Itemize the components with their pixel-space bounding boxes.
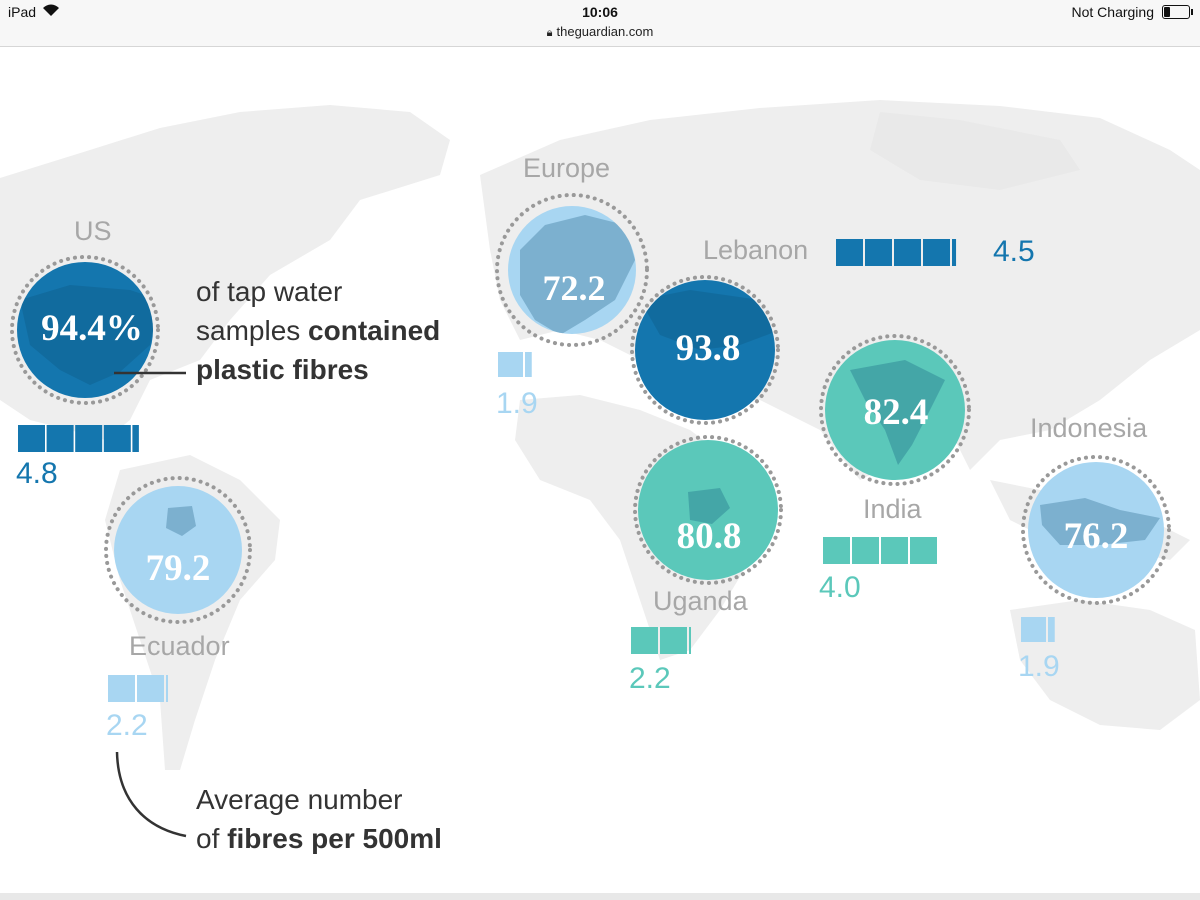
region-label-uganda: Uganda bbox=[653, 586, 749, 616]
fibre-square bbox=[108, 675, 135, 702]
region-labels: US Europe Lebanon India Uganda Ecuador I… bbox=[74, 153, 1148, 661]
percent-label-uganda: 80.8 bbox=[677, 516, 742, 557]
fibre-square bbox=[852, 537, 879, 564]
fibre-value-india: 4.0 bbox=[819, 571, 861, 604]
region-label-lebanon: Lebanon bbox=[703, 235, 808, 265]
fibre-value-us: 4.8 bbox=[16, 457, 58, 490]
region-label-indonesia: Indonesia bbox=[1030, 413, 1148, 443]
fibres-note-line-2: of fibres per 500ml bbox=[196, 823, 442, 854]
fibre-square bbox=[46, 425, 74, 452]
region-label-us: US bbox=[74, 216, 112, 246]
fibre-square bbox=[923, 239, 950, 266]
percent-note-line-3: plastic fibres bbox=[196, 354, 369, 385]
fibre-square bbox=[631, 627, 658, 654]
region-label-europe: Europe bbox=[523, 153, 610, 183]
fibre-square-partial bbox=[525, 352, 532, 377]
lock-icon: 🔒︎ bbox=[546, 27, 553, 39]
fibre-squares bbox=[18, 239, 1055, 702]
fibre-square bbox=[1021, 617, 1046, 642]
fibre-square bbox=[823, 537, 850, 564]
bubble-uganda bbox=[638, 440, 778, 580]
percent-label-india: 82.4 bbox=[864, 392, 929, 433]
bubble-indonesia bbox=[1028, 462, 1164, 598]
region-label-ecuador: Ecuador bbox=[129, 631, 230, 661]
tap-water-plastic-graphic: 94.4% 72.2 93.8 82.4 80.8 79.2 76.2 US E… bbox=[0, 100, 1200, 854]
fibre-square bbox=[18, 425, 45, 452]
fibre-square bbox=[865, 239, 892, 266]
address-bar[interactable]: 🔒︎ theguardian.com bbox=[0, 24, 1200, 40]
percent-note-line-2: samples contained bbox=[196, 315, 440, 346]
percent-label-ecuador: 79.2 bbox=[146, 548, 211, 589]
fibre-square bbox=[498, 352, 523, 377]
fibre-square bbox=[660, 627, 687, 654]
percent-label-us: 94.4% bbox=[41, 308, 143, 349]
fibre-square bbox=[836, 239, 863, 266]
region-label-india: India bbox=[863, 494, 923, 524]
percent-label-lebanon: 93.8 bbox=[676, 328, 741, 369]
fibre-square-partial bbox=[689, 627, 691, 654]
fibre-square-partial bbox=[1048, 617, 1055, 642]
fibre-square bbox=[103, 425, 131, 452]
device-name: iPad bbox=[8, 4, 37, 20]
bubble-europe bbox=[508, 206, 636, 334]
fibre-value-europe: 1.9 bbox=[496, 387, 538, 420]
fibre-value-ecuador: 2.2 bbox=[106, 709, 148, 742]
percent-note-line-1: of tap water bbox=[196, 276, 342, 307]
url-text: theguardian.com bbox=[556, 24, 654, 39]
fibre-square-partial bbox=[132, 425, 139, 452]
bubble-india bbox=[825, 340, 965, 480]
bubbles bbox=[17, 206, 1164, 614]
clock: 10:06 bbox=[582, 4, 618, 20]
ios-status-bar: iPad 10:06 🔒︎ theguardian.com Not Chargin… bbox=[0, 0, 1200, 47]
fibres-annotation: Average number of fibres per 500ml bbox=[115, 751, 442, 854]
percent-label-europe: 72.2 bbox=[543, 268, 606, 308]
bubble-ecuador bbox=[114, 486, 242, 614]
fibres-leader-curve bbox=[115, 751, 187, 838]
percent-annotation: of tap water samples contained plastic f… bbox=[114, 276, 440, 385]
percent-labels: 94.4% 72.2 93.8 82.4 80.8 79.2 76.2 bbox=[41, 268, 1128, 589]
fibre-square-partial bbox=[952, 239, 957, 266]
fibre-square-partial bbox=[166, 675, 168, 702]
fibre-value-indonesia: 1.9 bbox=[1018, 650, 1060, 683]
fibre-square bbox=[910, 537, 937, 564]
wifi-icon bbox=[42, 3, 60, 22]
bubble-rings bbox=[10, 193, 1171, 624]
battery-icon bbox=[1162, 5, 1193, 19]
fibre-square bbox=[894, 239, 921, 266]
fibre-square bbox=[881, 537, 908, 564]
fibres-note-line-1: Average number bbox=[196, 784, 403, 815]
percent-label-indonesia: 76.2 bbox=[1064, 516, 1129, 557]
page-bottom-divider bbox=[0, 893, 1200, 900]
fibre-square bbox=[75, 425, 103, 452]
bubble-us bbox=[17, 262, 153, 398]
charging-status: Not Charging bbox=[1071, 4, 1155, 20]
fibre-value-uganda: 2.2 bbox=[629, 662, 671, 695]
fibre-value-lebanon: 4.5 bbox=[993, 235, 1035, 268]
region-silhouettes bbox=[20, 215, 1160, 545]
fibre-square bbox=[137, 675, 164, 702]
fibre-values: 4.8 1.9 4.5 4.0 2.2 2.2 1.9 bbox=[16, 235, 1060, 742]
bubble-lebanon bbox=[635, 280, 775, 420]
